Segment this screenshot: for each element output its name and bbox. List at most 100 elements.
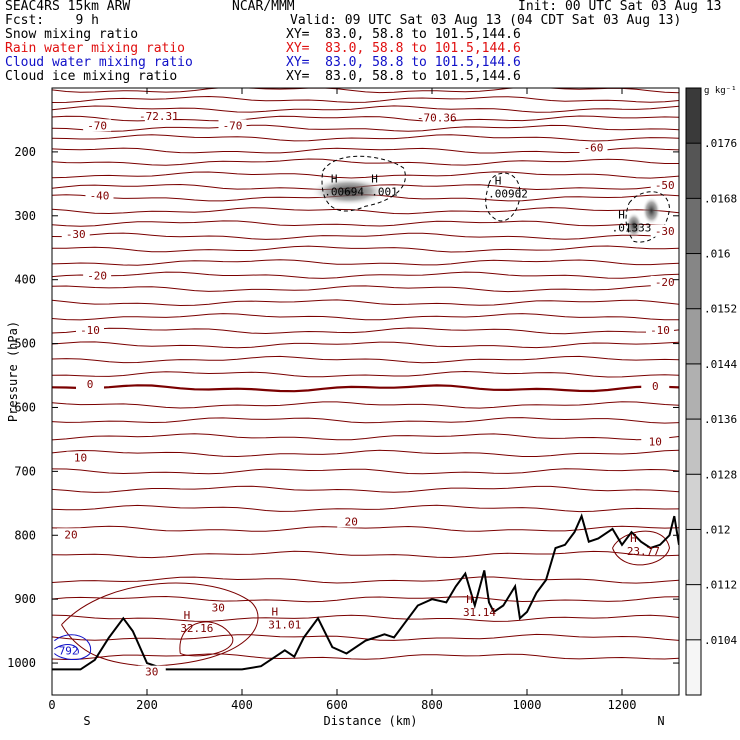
field-cloud-water-name: Cloud water mixing ratio: [5, 55, 193, 70]
contour-label-bg: [85, 189, 114, 202]
isotherm-line: [52, 550, 679, 559]
contour-label-bg: [137, 665, 166, 678]
contour-label-bg: [422, 111, 451, 124]
model-title: SEAC4RS 15km ARW: [5, 0, 131, 14]
isotherm-line: [52, 95, 679, 103]
colorbar-swatch: [686, 88, 701, 144]
colorbar-tick-label: .016: [704, 248, 731, 261]
colorbar-swatch: [686, 419, 701, 475]
contour-label: -40: [90, 190, 110, 203]
end-label-south: S: [83, 714, 90, 728]
contour-label-bg: [579, 141, 608, 154]
contour-label: 0: [652, 380, 659, 393]
colorbar-tick-label: .0144: [704, 358, 737, 371]
contour-label-bg: [650, 275, 679, 288]
isotherm-line: [52, 124, 679, 132]
maximum-value: .01333: [612, 221, 652, 234]
cloud-ice-shading: [642, 196, 661, 225]
isotherm-line: [52, 417, 679, 424]
maximum-value: .001: [371, 186, 398, 199]
contour-label: -20: [655, 276, 675, 289]
contour-label-bg: [641, 435, 670, 448]
terrain-line: [52, 513, 679, 671]
contour-label: -72.31: [139, 110, 179, 123]
y-tick-label: 700: [14, 464, 36, 478]
contour-label-bg: [76, 323, 104, 336]
isotherm-line: [52, 504, 679, 513]
isotherm-line: [52, 370, 679, 378]
isotherm-line: [52, 171, 679, 179]
colorbar-tick-label: .0152: [704, 303, 737, 316]
maximum-value: 31.14: [463, 606, 496, 619]
maximum-marker: H: [630, 532, 637, 545]
isotherm-line: [52, 134, 679, 142]
contour-label: -70.36: [417, 112, 457, 125]
init-time: Init: 00 UTC Sat 03 Aug 13: [518, 0, 722, 14]
colorbar-swatch: [686, 143, 701, 199]
colorbar-unit: g kg⁻¹: [704, 86, 737, 96]
cloud-ice-shading: [625, 212, 642, 239]
y-tick-label: 200: [14, 145, 36, 159]
contour-label: -50: [655, 179, 675, 192]
isotherm-line: [52, 468, 679, 475]
isotherm-line: [52, 401, 679, 409]
isotherm-line: [52, 271, 679, 279]
plot-frame: [51, 87, 680, 696]
contour-label: -10: [80, 324, 100, 337]
cloud-water-contour: [54, 634, 92, 660]
isotherm-line: [179, 621, 234, 657]
maximum-value: .00694: [324, 186, 364, 199]
y-tick-label: 600: [14, 400, 36, 414]
isotherm-line: [52, 384, 679, 393]
y-tick-label: 800: [14, 528, 36, 542]
isotherm-line: [612, 530, 671, 566]
y-tick-label: 400: [14, 273, 36, 287]
isotherm-line: [52, 88, 679, 94]
isotherm-line: [52, 485, 679, 493]
contour-label-bg: [641, 380, 670, 393]
contour-label-bg: [144, 109, 173, 122]
isotherm-line: [52, 653, 679, 661]
x-tick-label: 600: [326, 698, 348, 712]
maximum-marker: H: [331, 173, 338, 186]
valid-time: Valid: 09 UTC Sat 03 Aug 13 (04 CDT Sat …: [290, 13, 682, 28]
maximum-value: 32.16: [180, 622, 213, 635]
maximum-marker: H: [466, 593, 473, 606]
colorbar-swatch: [686, 584, 701, 640]
x-tick-label: 800: [421, 698, 443, 712]
contour-label-bg: [83, 119, 112, 132]
maximum-marker: H: [371, 173, 378, 186]
cloud-water-contour: [54, 644, 79, 654]
isotherm-line: [52, 220, 679, 227]
isotherm-line: [52, 147, 679, 154]
contour-label: -60: [584, 142, 604, 155]
contour-label: -30: [655, 225, 675, 238]
colorbar-frame: [685, 87, 702, 696]
maximum-value: 792: [59, 644, 79, 657]
contour-label-bg: [218, 119, 247, 132]
maximum-marker: H: [495, 174, 502, 187]
colorbar-tick-label: .0136: [704, 413, 737, 426]
maximum-marker: H: [184, 609, 191, 622]
colorbar-tick-label: .0104: [704, 634, 737, 647]
colorbar-swatch: [686, 639, 701, 695]
isotherm-line: [52, 232, 679, 240]
isotherm-line: [61, 582, 259, 667]
contour-label: -10: [650, 324, 670, 337]
colorbar-swatch: [686, 253, 701, 309]
colorbar-tick-label: .0112: [704, 579, 737, 592]
contour-label: -70: [223, 119, 243, 132]
contour-label: -70: [87, 119, 107, 132]
colorbar-tick-label: .0128: [704, 468, 737, 481]
snow-contour: [485, 172, 521, 222]
y-tick-label: 300: [14, 209, 36, 223]
colorbar-swatch: [686, 474, 701, 530]
field-cloud-ice-name: Cloud ice mixing ratio: [5, 69, 178, 84]
maximum-value: .00902: [488, 187, 528, 200]
contour-label-bg: [66, 451, 95, 464]
contour-label: 10: [649, 436, 662, 449]
contour-label-bg: [57, 528, 85, 541]
contour-label-bg: [650, 224, 679, 237]
isotherm-line: [52, 285, 679, 293]
x-tick-label: 1200: [608, 698, 637, 712]
